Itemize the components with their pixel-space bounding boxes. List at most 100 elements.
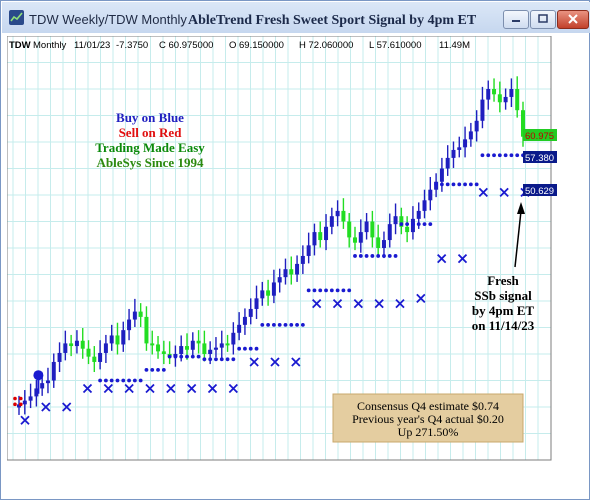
stop-dot — [225, 357, 230, 362]
stop-dot — [132, 378, 137, 383]
price-bar-body — [416, 210, 421, 219]
price-bar-body — [376, 237, 381, 248]
price-bar-body — [295, 263, 300, 275]
price-bar-body — [439, 168, 444, 182]
price-bar-body — [260, 290, 265, 299]
price-bar-body — [103, 343, 108, 353]
price-bar-body — [57, 352, 62, 362]
price-bar-body — [277, 277, 282, 283]
stop-dot — [416, 222, 421, 227]
stop-dot — [312, 288, 317, 293]
price-bar-body — [457, 147, 462, 150]
price-bar-body — [515, 89, 520, 111]
x-marker — [124, 383, 134, 394]
price-bar-body — [271, 282, 276, 296]
legend-buy-text: Buy on Blue — [116, 110, 184, 125]
legend-sell-text: Sell on Red — [119, 125, 183, 140]
stop-dot — [219, 357, 224, 362]
stop-dot — [411, 222, 415, 227]
stop-dot — [497, 153, 502, 158]
price-chart: 510152025303540455055606570758001/202202… — [6, 31, 570, 475]
price-bar-body — [422, 200, 427, 211]
stop-dot — [341, 288, 346, 293]
price-bar-body — [132, 311, 137, 320]
header-open: O 69.150000 — [229, 40, 284, 51]
stop-dot — [318, 288, 323, 293]
stop-dot — [329, 288, 334, 293]
bars-layer — [17, 76, 525, 415]
stop-dot — [283, 322, 288, 327]
sell-signal-dot — [13, 396, 17, 401]
maximize-button[interactable] — [530, 10, 556, 29]
x-marker — [395, 299, 405, 309]
price-bar-body — [480, 99, 485, 121]
stop-dot — [445, 182, 450, 187]
stop-dot — [150, 368, 155, 372]
window-tab-label[interactable]: TDW Weekly/TDW Monthly — [29, 12, 187, 27]
x-marker — [41, 402, 51, 412]
maximize-icon — [538, 14, 548, 23]
consensus-line-1: Consensus Q4 estimate $0.74 — [357, 399, 499, 413]
sell-signal-dot — [18, 396, 23, 401]
stop-dot — [266, 322, 271, 327]
price-bar-body — [497, 94, 502, 103]
price-bar-body — [17, 404, 21, 408]
price-bar-body — [266, 290, 271, 296]
stop-dot — [277, 322, 282, 327]
price-bar-body — [353, 237, 357, 243]
price-bar-body — [185, 346, 189, 350]
chart-area: 510152025303540455055606570758001/202202… — [6, 31, 570, 475]
x-marker — [62, 402, 72, 412]
price-bar-body — [324, 226, 329, 241]
minimize-button[interactable] — [503, 10, 529, 29]
price-bar-body — [381, 240, 386, 248]
stop-dot — [167, 354, 172, 359]
signal-arrow — [514, 202, 525, 268]
stop-dot — [103, 378, 108, 383]
stop-dot — [509, 153, 514, 158]
stop-dot — [347, 288, 352, 293]
price-bar-body — [127, 319, 132, 331]
stop-dot — [382, 254, 386, 258]
annotation-line-2: SSb signal — [474, 288, 532, 303]
support-label: 50.629 — [525, 186, 554, 197]
x-marker — [416, 293, 426, 303]
price-bar-body — [503, 96, 508, 103]
stop-dot — [324, 288, 328, 293]
price-bar-body — [364, 221, 369, 233]
price-bar-body — [231, 332, 236, 345]
price-bar-body — [138, 311, 143, 317]
x-marker — [353, 299, 363, 309]
stop-dot — [190, 354, 195, 359]
stop-dot — [468, 182, 473, 187]
price-bar-body — [370, 221, 375, 238]
annotation-line-4: on 11/14/23 — [472, 318, 535, 333]
x-marker — [187, 383, 197, 394]
stop-dot — [370, 254, 375, 258]
price-bar-body — [161, 351, 166, 354]
price-bar-body — [254, 298, 259, 309]
stop-dot — [214, 357, 218, 362]
price-bar-body — [179, 346, 184, 354]
price-bar-body — [190, 340, 195, 350]
price-bar-body — [109, 335, 114, 344]
stop-dot — [161, 368, 166, 372]
sell-signal-dot — [13, 402, 17, 407]
stop-dot — [179, 354, 184, 359]
price-bar-body — [80, 340, 85, 349]
stop-dot — [254, 346, 259, 351]
x-marker — [103, 383, 113, 394]
price-bar-body — [300, 255, 305, 264]
price-bar-body — [208, 349, 213, 354]
price-bar-body — [468, 131, 473, 140]
close-button[interactable] — [557, 10, 589, 29]
x-marker — [228, 383, 238, 394]
price-bar-body — [219, 343, 224, 348]
stop-dot — [353, 254, 357, 258]
x-marker — [82, 383, 93, 394]
price-bar-body — [428, 189, 433, 201]
x-marker — [332, 299, 343, 309]
x-marker — [374, 299, 384, 309]
stop-dot — [196, 354, 201, 359]
